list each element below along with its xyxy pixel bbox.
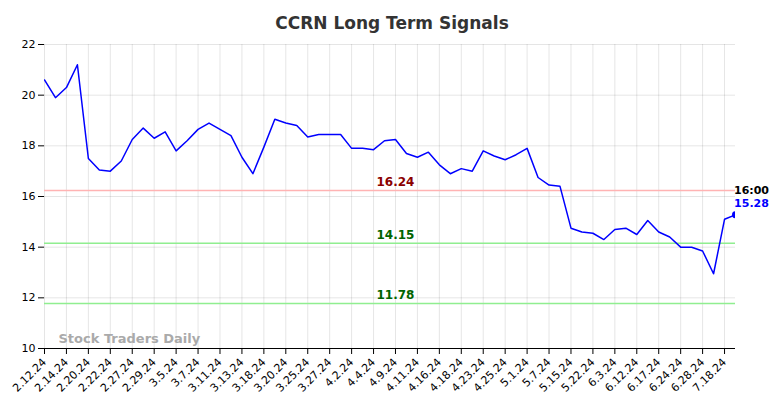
svg-text:4.16.24: 4.16.24: [405, 355, 444, 395]
svg-text:15.28: 15.28: [734, 197, 769, 210]
svg-text:2.12.24: 2.12.24: [10, 355, 50, 395]
svg-text:3.27.24: 3.27.24: [295, 355, 335, 395]
svg-text:22: 22: [22, 38, 36, 51]
svg-text:6.24.24: 6.24.24: [646, 355, 686, 395]
svg-text:14: 14: [22, 241, 36, 254]
svg-text:2.27.24: 2.27.24: [98, 355, 137, 395]
svg-text:2.29.24: 2.29.24: [119, 355, 159, 395]
svg-text:20: 20: [22, 89, 36, 102]
svg-text:4.4.24: 4.4.24: [344, 355, 379, 390]
svg-text:5.22.24: 5.22.24: [558, 355, 598, 395]
svg-text:5.15.24: 5.15.24: [536, 355, 576, 395]
svg-text:3.11.24: 3.11.24: [185, 355, 225, 395]
svg-text:Stock Traders Daily: Stock Traders Daily: [59, 331, 201, 346]
svg-text:16:00: 16:00: [734, 184, 769, 197]
svg-text:3.18.24: 3.18.24: [229, 355, 269, 395]
svg-text:6.3.24: 6.3.24: [585, 355, 620, 390]
svg-text:3.5.24: 3.5.24: [146, 355, 181, 390]
svg-text:3.20.24: 3.20.24: [251, 355, 291, 395]
svg-text:3.25.24: 3.25.24: [273, 355, 313, 395]
svg-text:18: 18: [22, 139, 36, 152]
svg-text:6.28.24: 6.28.24: [668, 355, 708, 395]
svg-text:4.18.24: 4.18.24: [427, 355, 466, 395]
svg-text:4.9.24: 4.9.24: [366, 355, 401, 390]
svg-text:4.25.24: 4.25.24: [470, 355, 510, 395]
svg-text:11.78: 11.78: [376, 288, 414, 302]
svg-text:2.22.24: 2.22.24: [76, 355, 115, 395]
svg-text:3.13.24: 3.13.24: [207, 355, 247, 395]
svg-text:16: 16: [22, 190, 36, 203]
svg-text:4.23.24: 4.23.24: [448, 355, 488, 395]
svg-text:7.18.24: 7.18.24: [690, 356, 729, 395]
html-text:CCRN Long Term Signals: CCRN Long Term Signals: [275, 13, 509, 33]
svg-text:2.20.24: 2.20.24: [54, 355, 93, 395]
svg-text:2.14.24: 2.14.24: [32, 355, 71, 395]
svg-text:4.2.24: 4.2.24: [322, 355, 357, 390]
svg-text:14.15: 14.15: [376, 228, 414, 242]
svg-text:6.12.24: 6.12.24: [602, 355, 642, 395]
svg-text:16.24: 16.24: [376, 175, 414, 189]
svg-text:12: 12: [22, 291, 36, 304]
svg-text:5.7.24: 5.7.24: [519, 355, 554, 390]
svg-text:10: 10: [22, 342, 36, 355]
svg-text:5.1.24: 5.1.24: [497, 355, 532, 390]
svg-text:4.11.24: 4.11.24: [383, 355, 422, 395]
svg-text:6.17.24: 6.17.24: [624, 355, 664, 395]
svg-text:3.7.24: 3.7.24: [168, 355, 203, 390]
